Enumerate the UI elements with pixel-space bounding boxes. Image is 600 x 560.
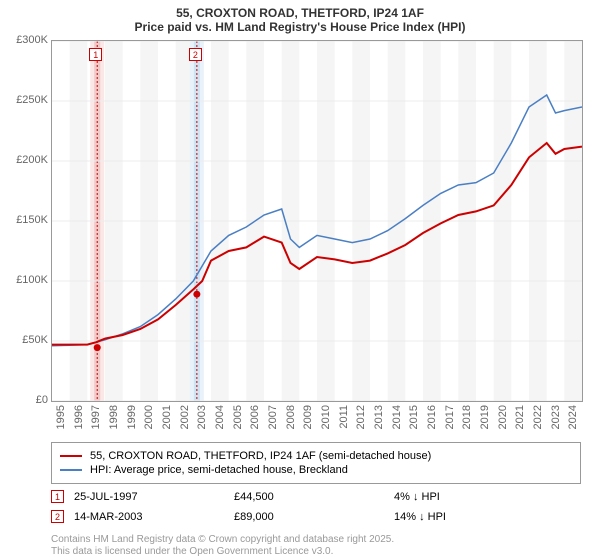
y-tick-0: £0 [4,394,48,406]
x-tick-label: 2002 [179,405,191,435]
footer-line2: This data is licensed under the Open Gov… [51,546,333,557]
marker-price-1: £44,500 [234,491,394,503]
x-tick-label: 2000 [143,405,155,435]
marker-label: 1 [89,48,102,61]
chart-title-line2: Price paid vs. HM Land Registry's House … [0,20,600,34]
x-tick-label: 1999 [126,405,138,435]
legend-label-2: HPI: Average price, semi-detached house,… [90,464,348,476]
legend: 55, CROXTON ROAD, THETFORD, IP24 1AF (se… [51,442,581,484]
marker-badge-2: 2 [51,510,64,523]
marker-date-1: 25-JUL-1997 [74,491,234,503]
legend-row-series2: HPI: Average price, semi-detached house,… [60,464,572,476]
x-tick-label: 2011 [338,405,350,435]
x-tick-label: 2001 [161,405,173,435]
x-tick-label: 2021 [514,405,526,435]
y-tick-250k: £250K [4,94,48,106]
x-tick-label: 2009 [302,405,314,435]
legend-swatch-1 [60,455,82,457]
marker-row-2: 2 14-MAR-2003 £89,000 14% ↓ HPI [51,510,581,523]
y-tick-100k: £100K [4,274,48,286]
marker-date-2: 14-MAR-2003 [74,511,234,523]
x-tick-label: 2018 [461,405,473,435]
x-tick-label: 2013 [373,405,385,435]
chart-svg [52,41,582,401]
x-tick-label: 1996 [73,405,85,435]
x-tick-label: 2014 [391,405,403,435]
marker-price-2: £89,000 [234,511,394,523]
y-tick-50k: £50K [4,334,48,346]
legend-swatch-2 [60,469,82,471]
x-tick-label: 1995 [55,405,67,435]
x-tick-label: 2012 [355,405,367,435]
x-tick-label: 2017 [444,405,456,435]
plot-area [51,40,583,402]
footer-line1: Contains HM Land Registry data © Crown c… [51,534,394,545]
x-tick-label: 2016 [426,405,438,435]
marker-row-1: 1 25-JUL-1997 £44,500 4% ↓ HPI [51,490,581,503]
x-tick-label: 1998 [108,405,120,435]
y-tick-300k: £300K [4,34,48,46]
marker-label: 2 [189,48,202,61]
title-block: 55, CROXTON ROAD, THETFORD, IP24 1AF Pri… [0,0,600,34]
x-tick-label: 2015 [408,405,420,435]
y-tick-150k: £150K [4,214,48,226]
marker-delta-2: 14% ↓ HPI [394,511,446,523]
chart-title-line1: 55, CROXTON ROAD, THETFORD, IP24 1AF [0,6,600,20]
x-tick-label: 2008 [285,405,297,435]
chart-container: 55, CROXTON ROAD, THETFORD, IP24 1AF Pri… [0,0,600,560]
x-tick-label: 2019 [479,405,491,435]
x-tick-label: 2003 [196,405,208,435]
x-tick-label: 2010 [320,405,332,435]
x-tick-label: 2024 [567,405,579,435]
legend-label-1: 55, CROXTON ROAD, THETFORD, IP24 1AF (se… [90,450,431,462]
legend-row-series1: 55, CROXTON ROAD, THETFORD, IP24 1AF (se… [60,450,572,462]
x-tick-label: 2022 [532,405,544,435]
x-tick-label: 2004 [214,405,226,435]
x-tick-label: 2020 [497,405,509,435]
x-tick-label: 2023 [550,405,562,435]
x-tick-label: 2007 [267,405,279,435]
x-tick-label: 2006 [249,405,261,435]
marker-badge-1: 1 [51,490,64,503]
x-tick-label: 2005 [232,405,244,435]
y-tick-200k: £200K [4,154,48,166]
footer-attribution: Contains HM Land Registry data © Crown c… [51,534,581,558]
marker-delta-1: 4% ↓ HPI [394,491,440,503]
x-tick-label: 1997 [90,405,102,435]
